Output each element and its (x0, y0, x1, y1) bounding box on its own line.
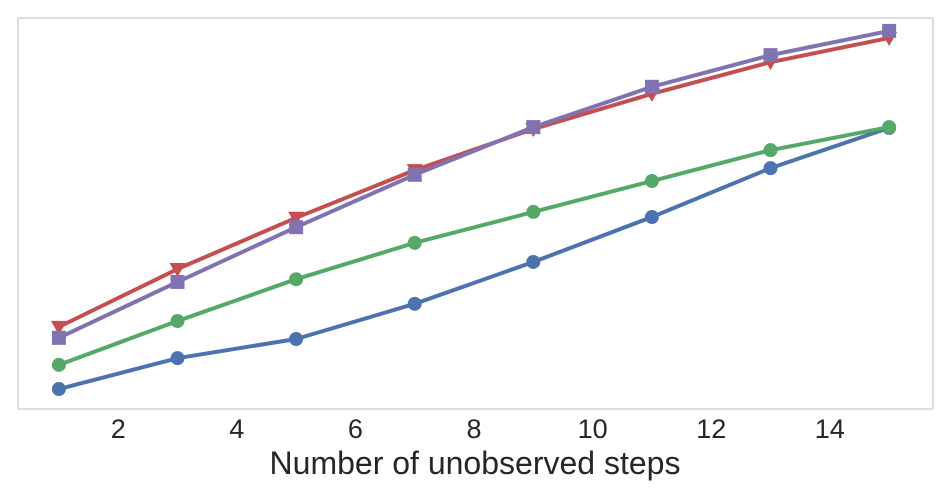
data-point-marker-blue-circle (289, 332, 304, 347)
data-point-marker-red-triangle-down (169, 263, 186, 278)
data-point-marker-purple-square (644, 79, 659, 94)
data-series-group (50, 23, 898, 397)
x-axis-tick-labels: 2 4 6 8 10 12 14 (111, 414, 845, 444)
data-point-marker-green-circle (51, 357, 66, 372)
data-point-marker-green-circle (882, 120, 897, 135)
series-line-blue-circle (58, 125, 890, 391)
x-tick-label: 10 (578, 414, 608, 444)
data-point-marker-blue-circle (526, 254, 541, 269)
data-point-marker-green-circle (644, 174, 659, 189)
data-point-marker-green-circle (170, 314, 185, 329)
x-tick-label: 2 (111, 414, 126, 444)
data-point-marker-blue-circle (51, 382, 66, 397)
data-point-marker-purple-square (289, 220, 304, 235)
series-line-purple-square (58, 28, 890, 340)
data-point-marker-purple-square (170, 274, 185, 289)
x-tick-label: 4 (229, 414, 244, 444)
data-point-marker-blue-circle (644, 210, 659, 225)
data-point-marker-blue-circle (170, 351, 185, 366)
data-point-marker-purple-square (51, 330, 66, 345)
x-tick-label: 14 (815, 414, 845, 444)
data-point-marker-purple-square (763, 48, 778, 63)
x-tick-label: 8 (467, 414, 482, 444)
data-point-marker-green-circle (526, 204, 541, 219)
plot-area-border (17, 17, 934, 410)
data-point-marker-blue-circle (407, 296, 422, 311)
x-tick-label: 12 (696, 414, 726, 444)
data-point-marker-red-triangle-down (288, 211, 305, 226)
x-tick-label: 6 (348, 414, 363, 444)
series-line-green-circle (58, 125, 890, 367)
data-point-marker-purple-square (526, 120, 541, 135)
data-point-marker-blue-circle (763, 161, 778, 176)
data-point-marker-green-circle (289, 272, 304, 287)
data-point-marker-purple-square (882, 23, 897, 38)
data-point-marker-green-circle (763, 143, 778, 158)
data-point-marker-purple-square (407, 167, 422, 182)
x-axis-label: Number of unobserved steps (270, 445, 681, 481)
data-point-marker-red-triangle-down (50, 320, 67, 335)
data-point-marker-green-circle (407, 235, 422, 250)
